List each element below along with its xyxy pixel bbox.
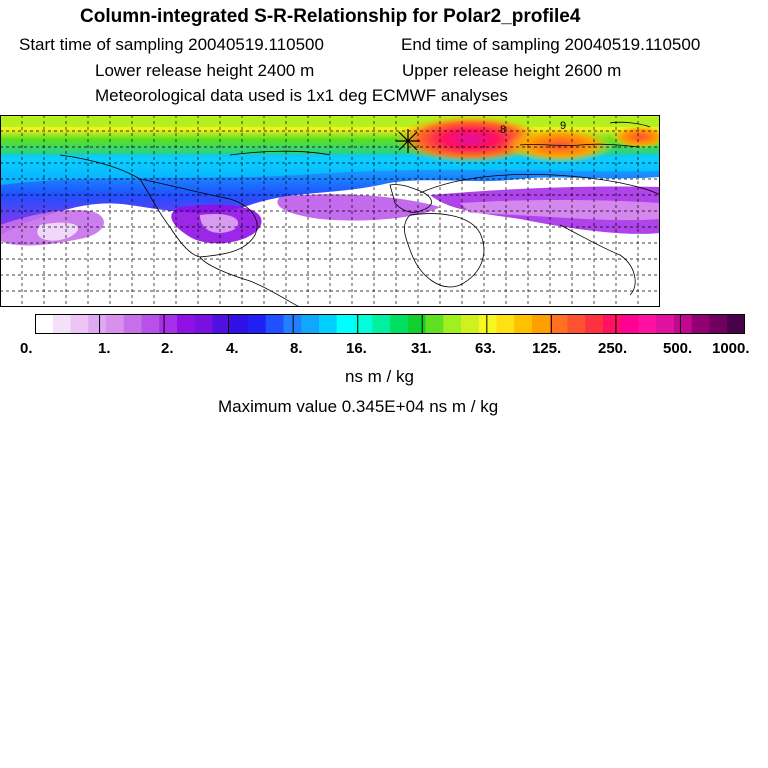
color-scale-cell (407, 314, 427, 334)
marker-label-9: 9 (560, 120, 566, 132)
color-scale-cell (390, 314, 409, 334)
color-scale-cell (532, 314, 551, 334)
color-scale-cell (603, 314, 622, 334)
color-scale-cell (194, 314, 214, 334)
color-scale-cell (354, 314, 373, 334)
marker-label-8: 8 (500, 124, 506, 136)
color-scale-cell (727, 314, 745, 334)
color-scale-cell (674, 314, 693, 334)
scale-tick-label: 0. (20, 340, 33, 357)
upper-height-label: Upper release height 2600 m (402, 61, 622, 80)
scale-tick-label: 4. (226, 340, 239, 357)
color-scale-cell (709, 314, 728, 334)
color-scale-cell (443, 314, 462, 334)
scale-tick-label: 250. (598, 340, 628, 357)
color-scale-cell (425, 314, 444, 334)
scale-tick-label: 1. (98, 340, 111, 357)
color-scale-cell (123, 314, 143, 334)
color-scale-cell (478, 314, 498, 334)
color-scale-cell (585, 314, 604, 334)
color-scale-cell (283, 314, 302, 334)
scale-tick-label: 2. (161, 340, 174, 357)
color-scale-cell (496, 314, 515, 334)
grid-lines (0, 115, 660, 307)
source-marker-icon (396, 129, 420, 153)
scale-tick-label: 16. (346, 340, 367, 357)
end-time-label: End time of sampling 20040519.110500 (401, 35, 701, 54)
color-scale-cell (656, 314, 675, 334)
sensitivity-map: 9 8 (0, 115, 660, 307)
color-scale-cell (549, 314, 569, 334)
color-scale-cell (52, 314, 72, 334)
scale-tick-label: 8. (290, 340, 303, 357)
color-scale-cell (461, 314, 480, 334)
color-scale-cell (691, 314, 711, 334)
color-scale-cell (212, 314, 231, 334)
color-scale-cell (514, 314, 533, 334)
max-value-label: Maximum value 0.345E+04 ns m / kg (218, 397, 499, 416)
scale-tick-label: 31. (411, 340, 432, 357)
scale-tick-label: 63. (475, 340, 496, 357)
color-scale-cell (70, 314, 89, 334)
color-scale-cell (620, 314, 640, 334)
color-scale-cell (638, 314, 657, 334)
color-scale-cell (248, 314, 267, 334)
color-scale-bar (35, 314, 745, 334)
color-scale-cell (141, 314, 160, 334)
color-scale-cell (265, 314, 285, 334)
units-label: ns m / kg (345, 367, 414, 386)
color-scale-cell (301, 314, 320, 334)
lower-height-label: Lower release height 2400 m (95, 61, 315, 80)
scale-tick-label: 125. (532, 340, 562, 357)
met-data-label: Meteorological data used is 1x1 deg ECMW… (95, 86, 508, 105)
color-scale-cell (88, 314, 107, 334)
color-scale-cell (106, 314, 125, 334)
color-scale-cell (177, 314, 196, 334)
plot-title: Column-integrated S-R-Relationship for P… (80, 6, 581, 27)
color-scale-cell (159, 314, 178, 334)
start-time-label: Start time of sampling 20040519.110500 (19, 35, 324, 54)
color-scale-cell (372, 314, 391, 334)
scale-tick-label: 1000. (712, 340, 750, 357)
scale-tick-label: 500. (663, 340, 693, 357)
color-scale-cell (35, 314, 54, 334)
color-scale-cell (336, 314, 356, 334)
color-scale-cell (230, 314, 249, 334)
color-scale-cell (319, 314, 338, 334)
color-scale-cell (567, 314, 586, 334)
